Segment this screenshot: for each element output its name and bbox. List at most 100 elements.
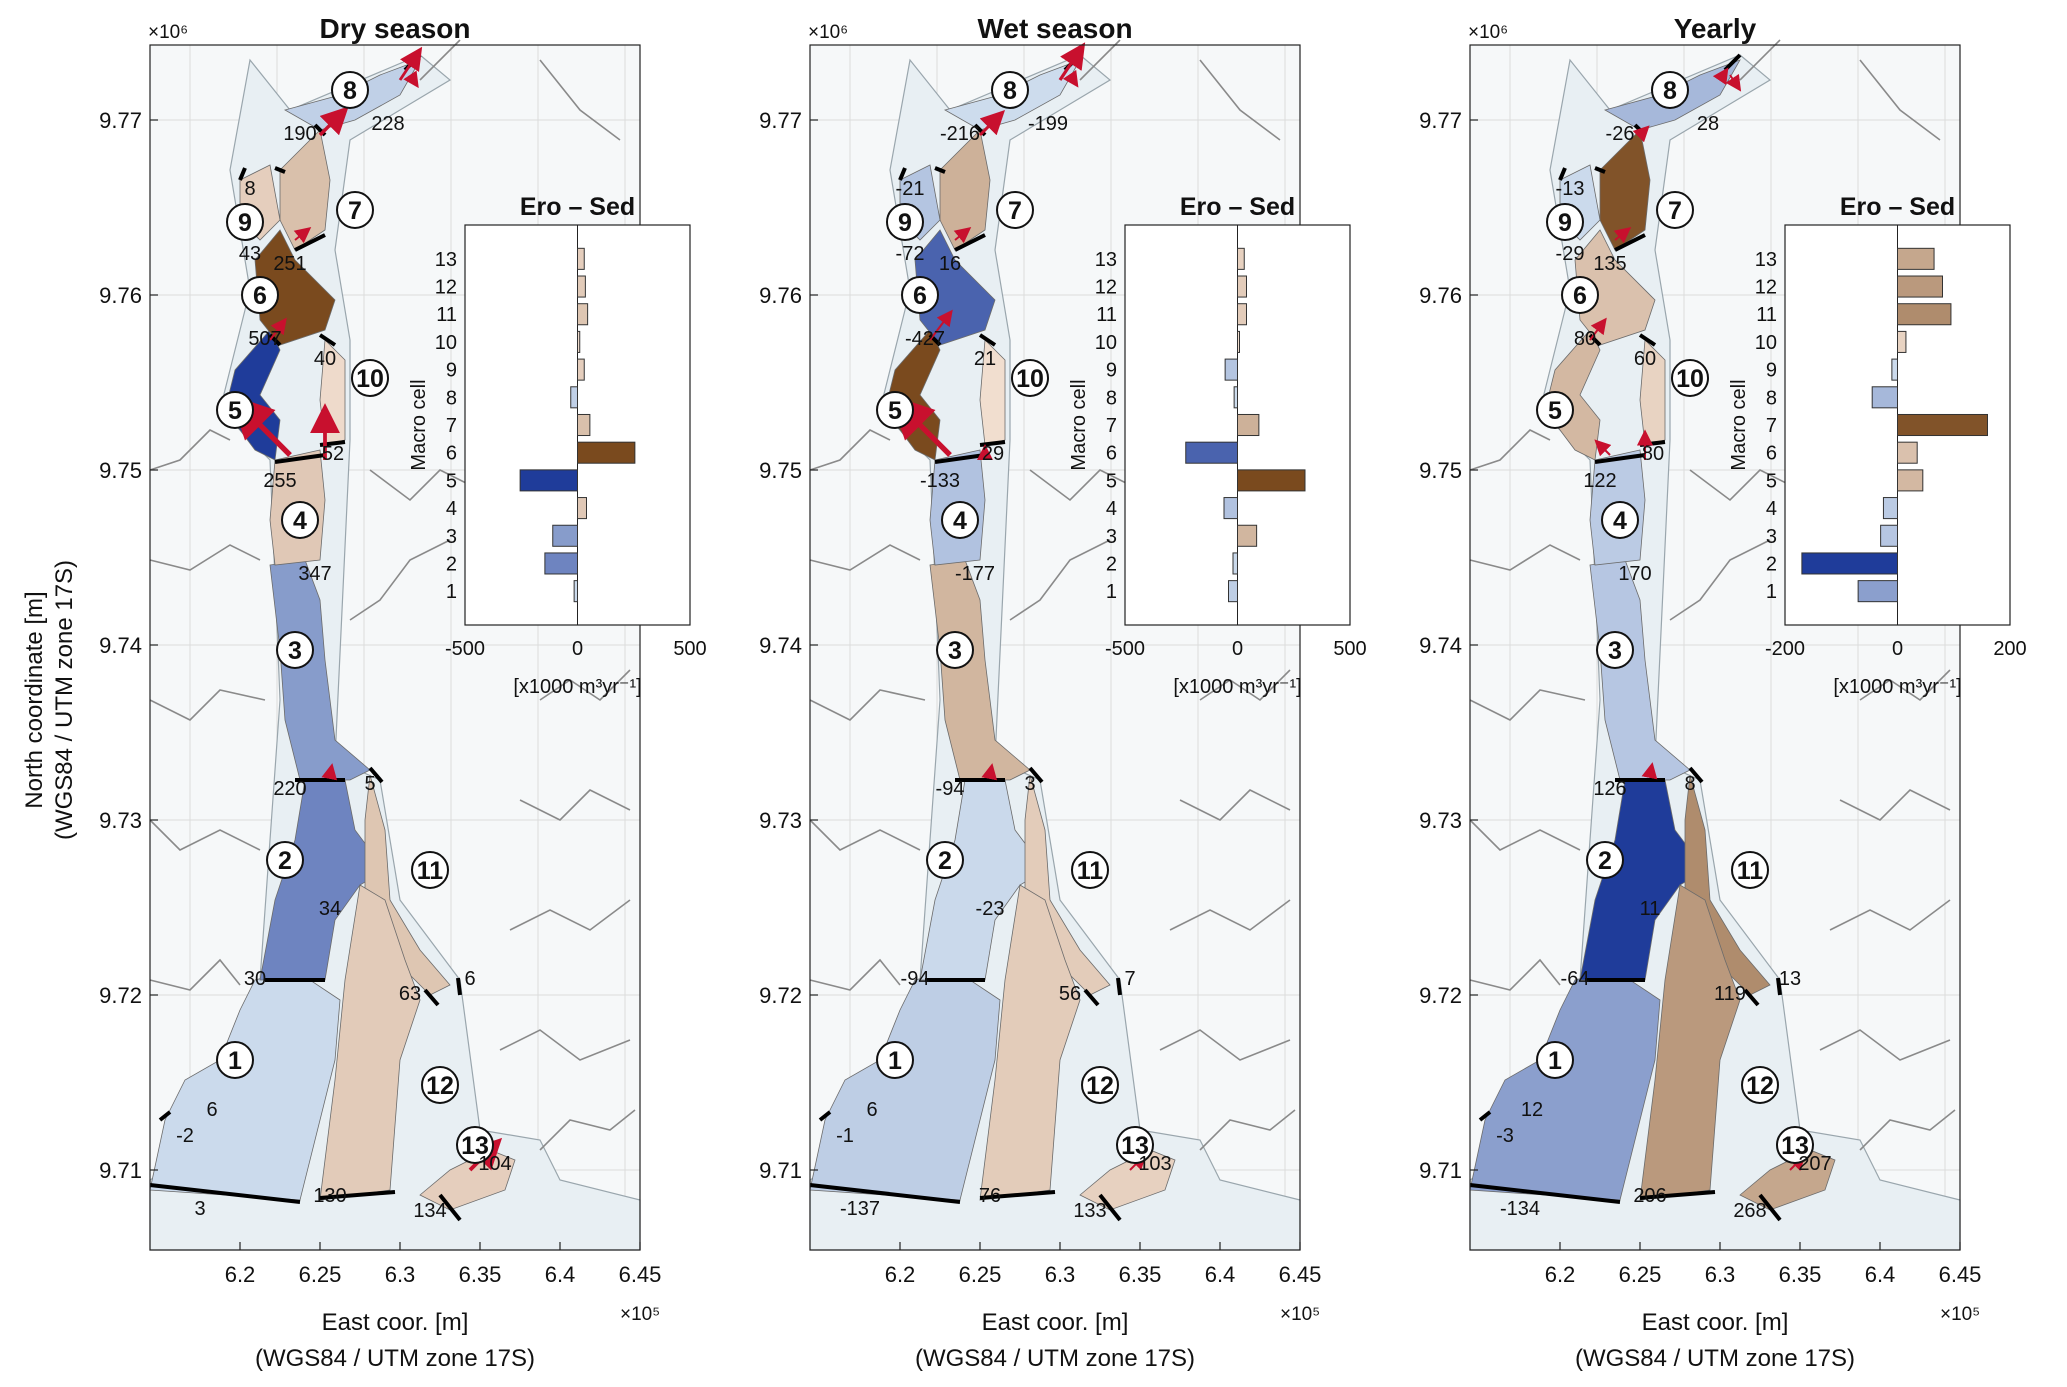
macro-cell-6 [1574, 229, 1656, 346]
cell-number-circle-7 [996, 191, 1034, 229]
bar-x-tick-label: 0 [1892, 638, 1903, 660]
cell-number-circle-9 [886, 203, 924, 241]
creek-line [1469, 819, 1581, 851]
cell-number-circle-6 [1561, 276, 1599, 314]
map-flux-label: -199 [1028, 113, 1068, 135]
creek-line [1469, 544, 1581, 571]
creek-line [1859, 59, 1941, 141]
x-axis-label-line1: East coor. [m] [1642, 1309, 1789, 1336]
bar-category-label: 7 [446, 415, 457, 437]
bar-x-axis-label: [x1000 m³yr⁻¹] [513, 676, 641, 698]
x-axis-label-line2: (WGS84 / UTM zone 17S) [1575, 1345, 1855, 1372]
cell-number-circle-11 [1731, 851, 1769, 889]
flux-arrow [1632, 125, 1650, 143]
map-flux-label: 8 [1684, 773, 1695, 795]
map-flux-label: 80 [1642, 443, 1664, 465]
bar-category-label: 5 [1106, 470, 1117, 492]
bar-cell-13 [577, 247, 585, 270]
cell-number-6: 6 [1573, 282, 1587, 310]
bar-category-label: 2 [1106, 553, 1117, 575]
cell-number-circle-12 [421, 1066, 459, 1104]
bar-category-label: 9 [1766, 360, 1777, 382]
y-tick-label: 9.76 [99, 283, 142, 308]
cell-number-circle-4 [281, 501, 319, 539]
flux-arrow [1725, 73, 1742, 92]
map-flux-label: -427 [905, 328, 945, 350]
map-flux-label: 7 [1124, 968, 1135, 990]
cell-number-circle-10 [351, 359, 389, 397]
creek-line [349, 539, 451, 621]
map-flux-label: 60 [1634, 348, 1656, 370]
cell-number-circle-9 [226, 203, 264, 241]
map-flux-label: 12 [1521, 1099, 1543, 1121]
x-tick-label: 6.25 [1619, 1262, 1662, 1287]
bar-y-axis-label: Macro cell [408, 379, 430, 470]
cell-number-2: 2 [938, 847, 952, 875]
bar-category-label: 5 [446, 470, 457, 492]
cell-number-circle-8 [1651, 71, 1689, 109]
map-flux-label: 170 [1618, 563, 1651, 585]
x-axis-label-line2: (WGS84 / UTM zone 17S) [255, 1345, 535, 1372]
bar-category-label: 12 [1095, 277, 1117, 299]
map-flux-label: 13 [1779, 968, 1801, 990]
panel-title: Dry season [320, 13, 471, 44]
y-tick-label: 9.77 [1419, 108, 1462, 133]
map-flux-label: 206 [1633, 1185, 1666, 1207]
bar-cell-7 [577, 413, 591, 437]
bar-category-label: 8 [446, 387, 457, 409]
cell-number-circle-2 [266, 841, 304, 879]
creek-line [499, 1029, 631, 1061]
creek-line [1819, 1029, 1951, 1061]
bar-category-label: 7 [1766, 415, 1777, 437]
creek-line [539, 669, 631, 702]
transect-line [319, 1190, 396, 1200]
y-tick-label: 9.72 [99, 983, 142, 1008]
flux-arrow [229, 394, 292, 457]
y-tick-label: 9.77 [759, 108, 802, 133]
flux-arrow [293, 227, 312, 244]
flux-arrow [1062, 69, 1079, 88]
bar-category-label: 1 [1106, 581, 1117, 603]
x-tick-label: 6.2 [885, 1262, 916, 1287]
bar-cell-10 [577, 330, 581, 353]
creek-line [1199, 1109, 1296, 1151]
creek-line [1839, 789, 1951, 821]
y-tick-label: 9.73 [1419, 808, 1462, 833]
cell-number-10: 10 [1016, 365, 1044, 393]
cell-number-circle-2 [926, 841, 964, 879]
bar-cell-9 [577, 358, 585, 381]
bar-cell-4 [1223, 497, 1238, 520]
map-flux-label: 207 [1798, 1153, 1831, 1175]
bar-category-label: 2 [446, 553, 457, 575]
bar-cell-13 [1237, 247, 1245, 270]
bar-cell-11 [577, 303, 589, 326]
transect-line [1594, 166, 1606, 174]
bar-cell-2 [544, 552, 578, 575]
flux-arrow [889, 394, 952, 457]
flux-arrow [1589, 317, 1607, 341]
bar-category-label: 13 [1755, 249, 1777, 271]
transect-line [274, 453, 326, 464]
map-flux-label: 6 [866, 1099, 877, 1121]
bar-cell-6 [1185, 441, 1238, 464]
creek-line [1199, 669, 1291, 702]
y-tick-label: 9.74 [99, 633, 142, 658]
creek-line [149, 819, 261, 851]
transect-line [238, 167, 247, 181]
macro-cell-6 [254, 229, 336, 346]
cell-number-circle-7 [336, 191, 374, 229]
bar-cell-4 [577, 497, 587, 520]
creek-line [1739, 39, 1781, 81]
creek-line [1689, 469, 1801, 502]
creek-line [149, 958, 241, 991]
bar-category-label: 13 [435, 249, 457, 271]
bar-category-label: 12 [1755, 277, 1777, 299]
creek-line [809, 429, 891, 471]
cell-number-circle-10 [1011, 359, 1049, 397]
bar-category-label: 8 [1106, 387, 1117, 409]
transect-line [1776, 977, 1782, 996]
